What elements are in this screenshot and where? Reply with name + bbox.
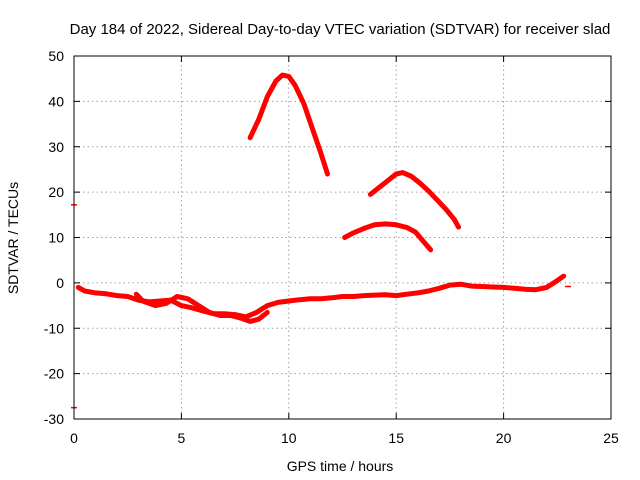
y-tick-label: 40 <box>48 93 64 109</box>
axes-ticks: 0 5 10 15 20 25 -30 -20 -10 0 10 20 30 40 50 <box>44 48 619 446</box>
x-tick-label: 15 <box>388 430 404 446</box>
series-arc-peak-24 <box>367 170 461 230</box>
plot-area <box>71 72 572 409</box>
x-tick-label: 10 <box>281 430 297 446</box>
series-main-trace <box>75 273 567 320</box>
x-axis-label: GPS time / hours <box>287 458 394 474</box>
series-arc-peak-13 <box>342 221 434 253</box>
y-tick-label: -30 <box>44 411 64 427</box>
x-tick-label: 5 <box>178 430 186 446</box>
y-tick-label: 10 <box>48 230 64 246</box>
y-tick-label: -10 <box>44 320 64 336</box>
series-lower-trace <box>133 291 270 324</box>
y-tick-label: -20 <box>44 366 64 382</box>
series-arc-peak-45 <box>247 72 330 177</box>
y-tick-label: 50 <box>48 48 64 64</box>
y-axis-label: SDTVAR / TECUs <box>5 182 21 294</box>
grid <box>74 56 611 419</box>
y-tick-label: 0 <box>56 275 64 291</box>
x-tick-label: 25 <box>603 430 619 446</box>
y-tick-label: 20 <box>48 184 64 200</box>
x-tick-label: 0 <box>70 430 78 446</box>
y-tick-label: 30 <box>48 139 64 155</box>
chart-title: Day 184 of 2022, Sidereal Day-to-day VTE… <box>70 21 611 38</box>
x-tick-label: 20 <box>496 430 512 446</box>
